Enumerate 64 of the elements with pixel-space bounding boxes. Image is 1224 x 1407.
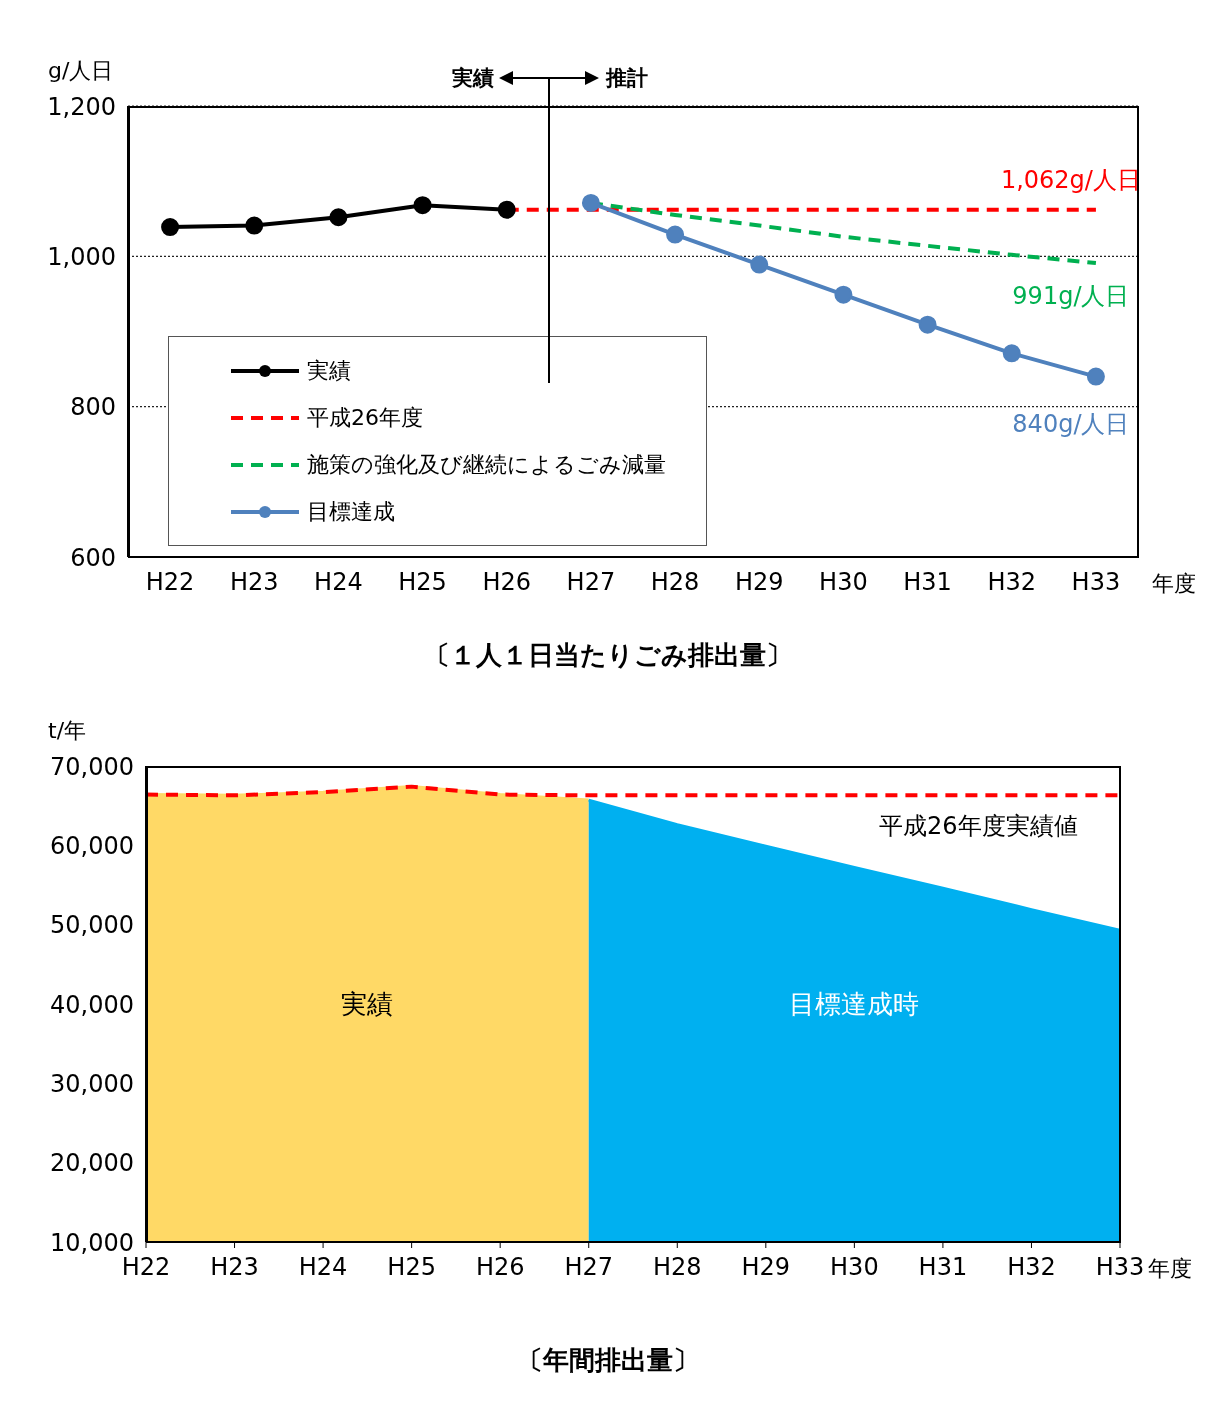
x-tick-label: H27 bbox=[566, 568, 616, 597]
series-label: 目標達成時 bbox=[789, 989, 920, 1020]
x-tick-label: H29 bbox=[741, 1253, 791, 1282]
point bbox=[750, 255, 769, 274]
line-series bbox=[146, 784, 1120, 798]
point bbox=[666, 225, 685, 244]
text: 実績 bbox=[450, 65, 494, 92]
x-axis-title: 年度 bbox=[1148, 1255, 1192, 1283]
series-label: 実績 bbox=[341, 989, 394, 1020]
x-tick-label: H30 bbox=[830, 1253, 879, 1282]
x-tick-label: H26 bbox=[482, 568, 532, 597]
legend-label: 実績 bbox=[307, 356, 351, 385]
point bbox=[581, 193, 600, 212]
x-tick-label: H25 bbox=[398, 568, 447, 597]
annotation: 991g/人日 bbox=[1012, 282, 1130, 311]
point bbox=[161, 218, 180, 237]
point bbox=[1002, 344, 1021, 363]
y-tick-label: 70,000 bbox=[50, 752, 134, 781]
point bbox=[413, 196, 432, 215]
text: 推計 bbox=[605, 65, 648, 92]
y-axis-title: t/年 bbox=[48, 717, 87, 745]
annotation: 1,062g/人日 bbox=[1000, 165, 1141, 194]
x-tick-label: H28 bbox=[652, 1253, 702, 1282]
x-tick-label: H25 bbox=[387, 1253, 436, 1282]
y-tick-label: 60,000 bbox=[50, 831, 134, 860]
text: 〔年間排出量〕 bbox=[516, 1344, 700, 1377]
y-tick-label: 40,000 bbox=[50, 990, 134, 1019]
x-tick-label: H28 bbox=[650, 568, 700, 597]
x-tick-label: H23 bbox=[210, 1253, 259, 1282]
y-tick-label: 1,000 bbox=[47, 242, 116, 271]
series-label: 平成26年度実績値 bbox=[879, 812, 1078, 841]
x-tick-label: H33 bbox=[1071, 568, 1121, 597]
x-tick-label: H23 bbox=[229, 568, 279, 597]
x-tick-label: H29 bbox=[734, 568, 784, 597]
x-tick-label: H31 bbox=[903, 568, 952, 597]
y-tick-label: 20,000 bbox=[50, 1149, 134, 1178]
point bbox=[918, 315, 937, 334]
x-tick-label: H32 bbox=[1007, 1253, 1056, 1282]
x-tick-label: H31 bbox=[918, 1253, 968, 1282]
x-tick-label: H26 bbox=[475, 1253, 525, 1282]
legend-label: 目標達成 bbox=[307, 497, 395, 526]
point bbox=[1086, 367, 1105, 386]
y-tick-label: 50,000 bbox=[50, 911, 134, 940]
legend-label: 施策の強化及び継続によるごみ減量 bbox=[307, 450, 666, 479]
x-tick-label: H30 bbox=[819, 568, 868, 597]
x-tick-label: H27 bbox=[564, 1253, 614, 1282]
y-tick-label: 30,000 bbox=[50, 1069, 134, 1098]
y-tick-label: 800 bbox=[70, 393, 116, 422]
annotation: 840g/人日 bbox=[1012, 409, 1130, 438]
y-tick-label: 600 bbox=[70, 543, 116, 572]
x-tick-label: H22 bbox=[145, 568, 195, 597]
x-tick-label: H32 bbox=[987, 568, 1037, 597]
point bbox=[834, 285, 853, 304]
x-tick-label: H33 bbox=[1095, 1253, 1145, 1282]
x-tick-label: H24 bbox=[314, 568, 363, 597]
x-tick-label: H24 bbox=[298, 1253, 348, 1282]
text: 〔１人１日当たりごみ排出量〕 bbox=[423, 639, 793, 672]
point bbox=[245, 216, 264, 235]
x-axis-title: 年度 bbox=[1152, 570, 1196, 598]
y-axis-title: g/人日 bbox=[48, 57, 114, 85]
y-tick-label: 1,200 bbox=[47, 92, 116, 121]
point bbox=[329, 208, 348, 227]
point bbox=[497, 200, 516, 219]
legend-label: 平成26年度 bbox=[307, 403, 423, 432]
